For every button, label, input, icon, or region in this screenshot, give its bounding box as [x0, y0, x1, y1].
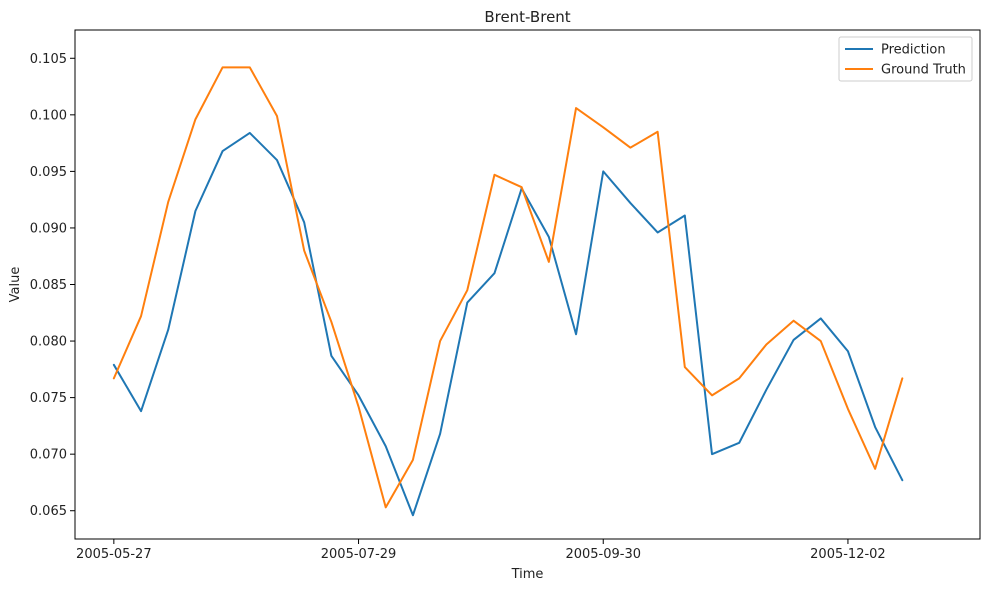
- y-tick-label: 0.095: [30, 165, 67, 180]
- chart-title: Brent-Brent: [484, 8, 570, 26]
- series-line-ground-truth: [112, 66, 904, 509]
- legend: Prediction Ground Truth: [838, 36, 973, 82]
- y-tick-label: 0.075: [30, 391, 67, 406]
- y-tick-label: 0.105: [30, 52, 67, 67]
- y-tick-label: 0.070: [30, 448, 67, 463]
- x-tick-label: 2005-12-02: [810, 547, 886, 562]
- x-axis: 2005-05-27 2005-07-29 2005-09-30 2005-12-02: [76, 539, 886, 562]
- y-tick-label: 0.085: [30, 278, 67, 293]
- x-axis-title: Time: [511, 567, 544, 582]
- y-axis-title: Value: [8, 267, 23, 303]
- y-tick-label: 0.100: [30, 108, 67, 123]
- y-axis: 0.065 0.070 0.075 0.080 0.085 0.090 0.095 0.100…: [30, 52, 75, 519]
- series-line-prediction: [112, 131, 904, 517]
- legend-label: Ground Truth: [881, 63, 966, 78]
- x-tick-label: 2005-05-27: [76, 547, 152, 562]
- x-tick-label: 2005-09-30: [565, 547, 641, 562]
- y-tick-label: 0.090: [30, 221, 67, 236]
- y-tick-label: 0.080: [30, 335, 67, 350]
- x-tick-label: 2005-07-29: [321, 547, 397, 562]
- y-tick-label: 0.065: [30, 504, 67, 519]
- legend-label: Prediction: [881, 43, 946, 58]
- series-layer: [112, 66, 904, 517]
